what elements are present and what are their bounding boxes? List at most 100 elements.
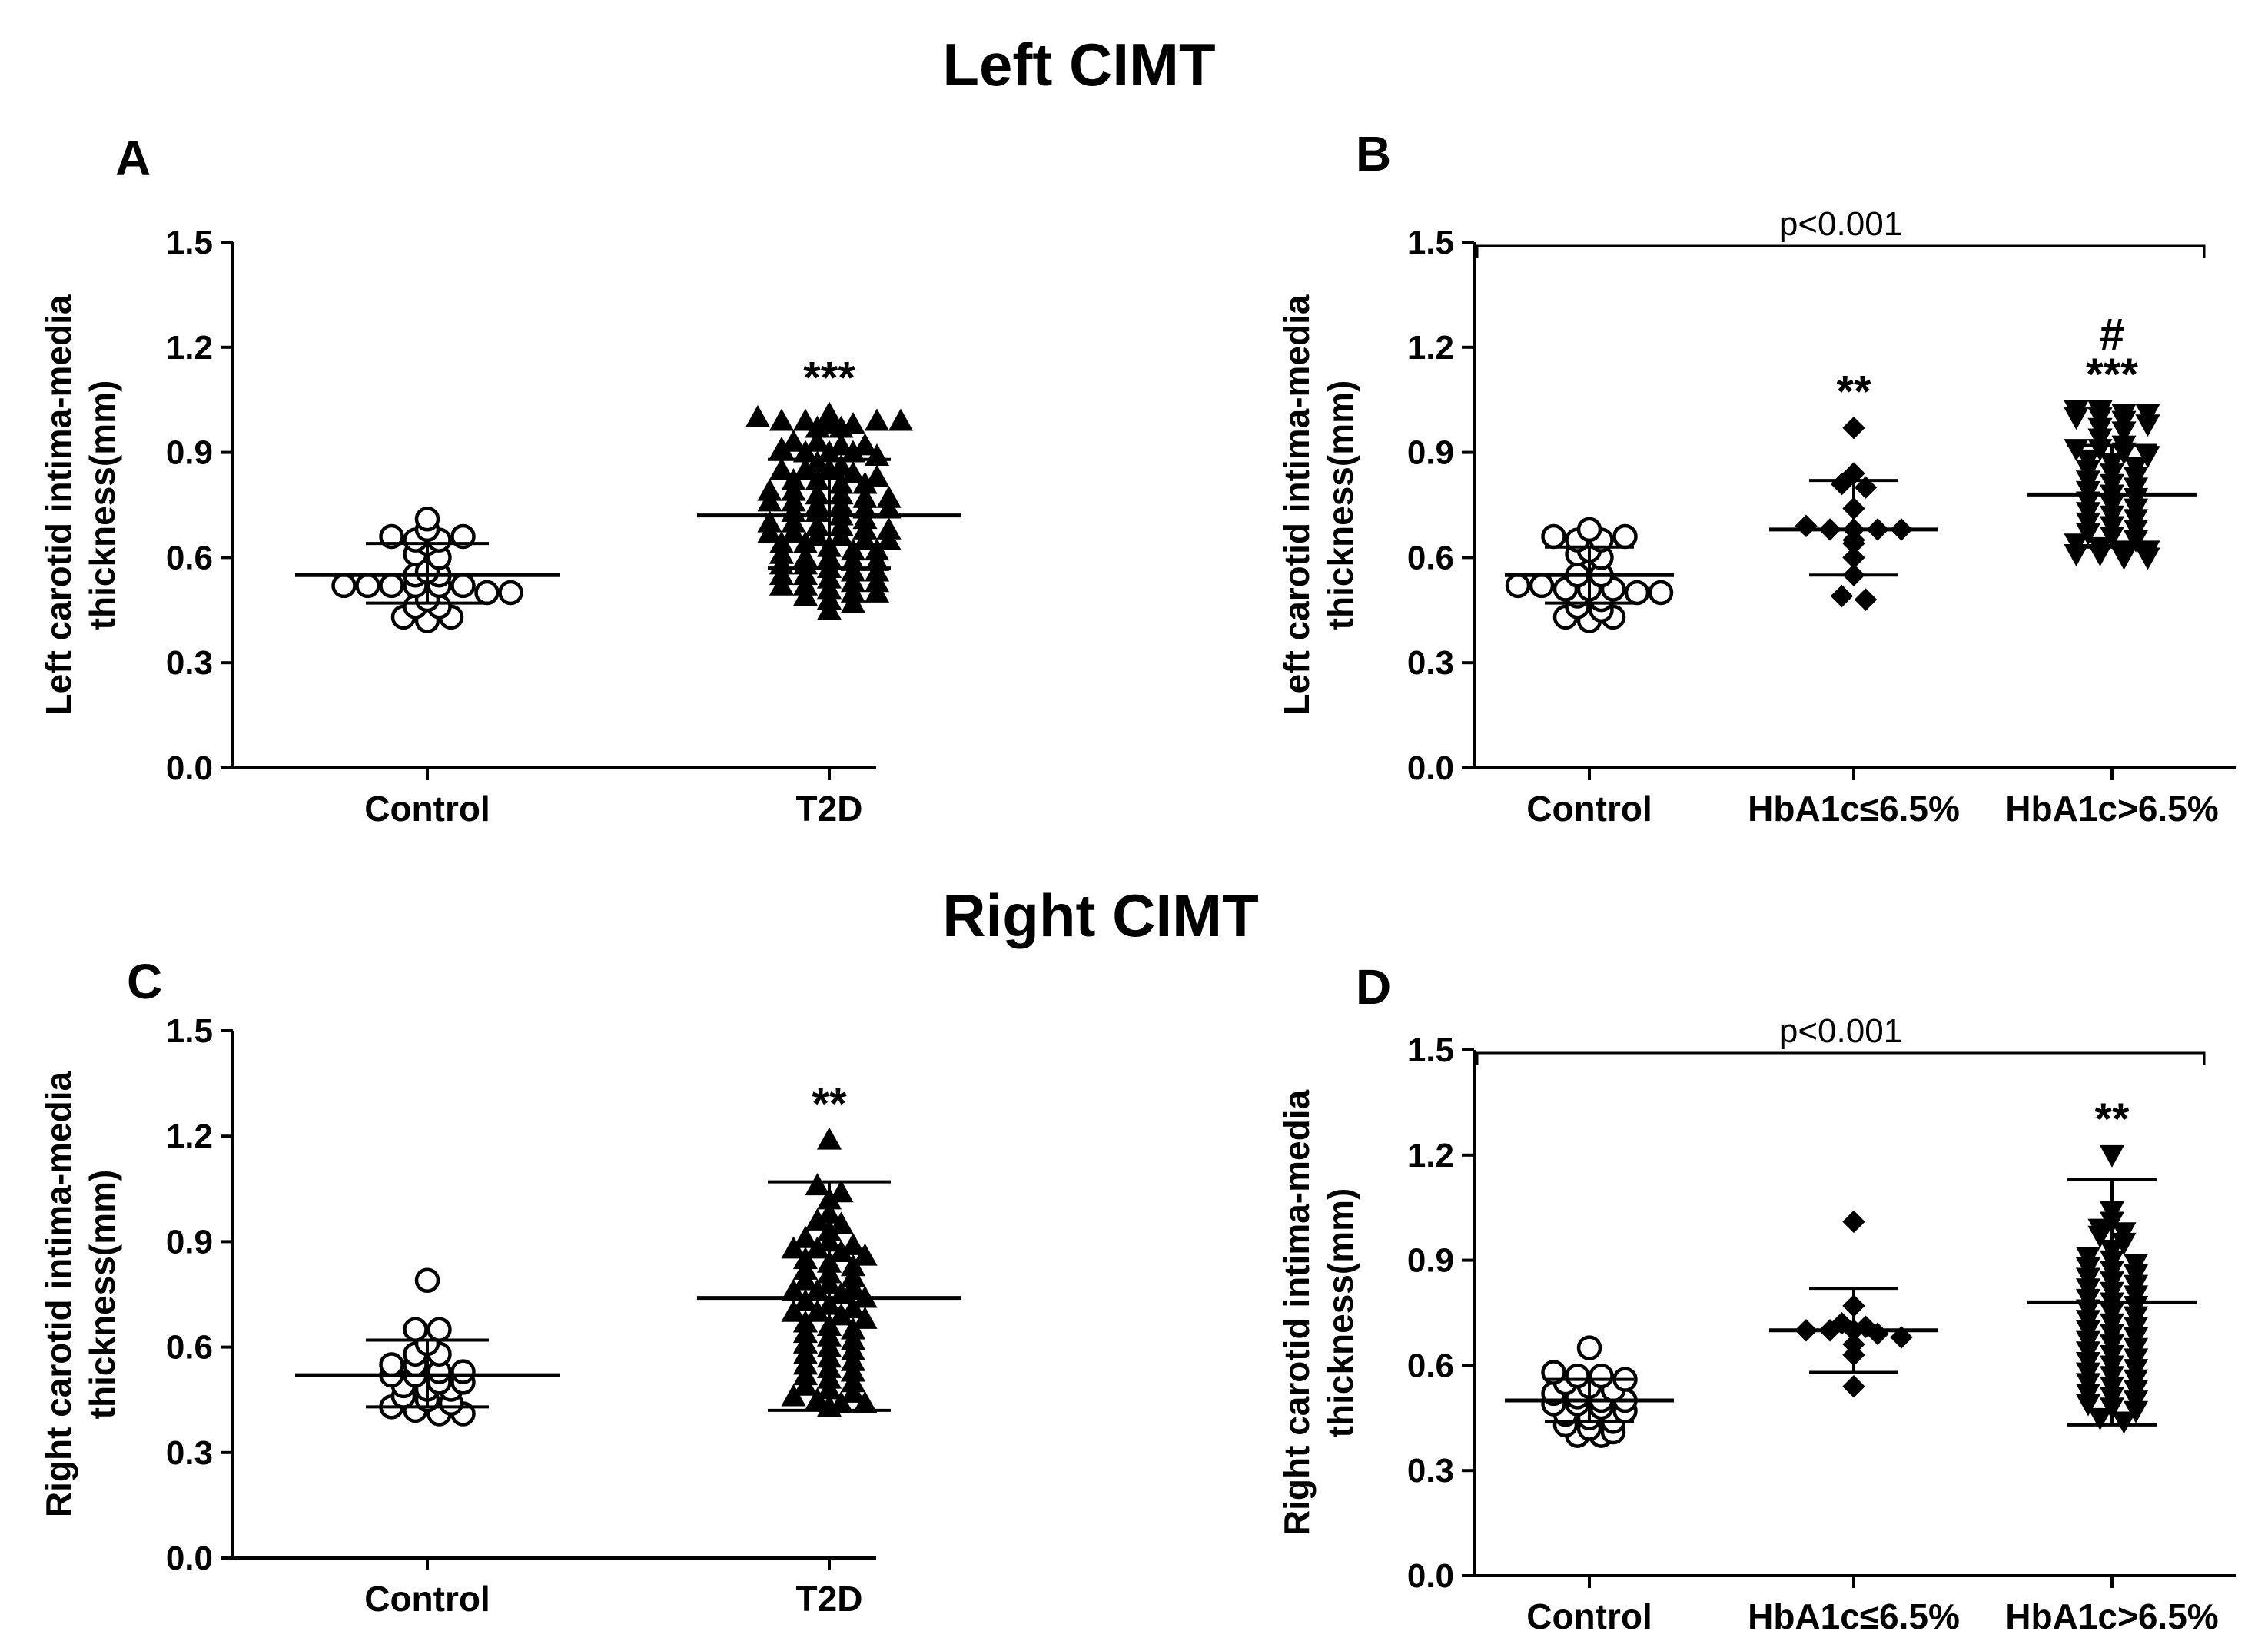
y-tick-label: 0.3 [1407, 1452, 1454, 1490]
data-point [876, 517, 902, 540]
data-point [1624, 580, 1650, 606]
data-point [769, 436, 795, 459]
x-category-label-control: Control [364, 1579, 490, 1619]
data-point [864, 408, 890, 431]
y-tick-label: 0.9 [166, 434, 213, 472]
data-point [1795, 514, 1818, 538]
y-tick-label: 0.9 [1407, 434, 1454, 472]
data-point [781, 429, 806, 452]
data-point [2111, 404, 2137, 427]
data-point [2135, 446, 2160, 469]
data-point [805, 513, 830, 536]
data-point [450, 573, 476, 599]
panel-d: D 0.0 0.3 0.6 0.9 1.2 1.5 Right carotid intima-… [1277, 959, 2236, 1636]
y-tick-label: 0.0 [1407, 1557, 1454, 1595]
data-point [1576, 517, 1602, 543]
group-hba1cle6-5 [1769, 1210, 1938, 1398]
data-point [840, 412, 866, 434]
data-point [1842, 462, 1865, 485]
x-category-label-control: Control [364, 789, 490, 829]
data-point [1866, 1322, 1889, 1346]
data-point [792, 457, 819, 480]
group-hba1cgt6-5 [2027, 400, 2197, 570]
data-point [498, 580, 523, 606]
data-point [1505, 573, 1531, 599]
data-point [888, 408, 914, 431]
data-point [2111, 1411, 2137, 1434]
data-point [2064, 533, 2089, 556]
data-point [864, 464, 890, 487]
data-point [745, 404, 771, 427]
significance-marker: # [2100, 310, 2124, 360]
data-point [805, 429, 830, 452]
y-tick-label: 0.6 [1407, 539, 1454, 576]
significance-bracket [1476, 244, 2206, 258]
data-point [1830, 1311, 1854, 1335]
section-title-right-cimt: Right CIMT [942, 882, 1259, 949]
data-point [840, 1232, 866, 1255]
data-point [852, 485, 878, 508]
y-tick-label: 0.0 [166, 1540, 213, 1577]
data-point [2075, 449, 2101, 472]
panel-b: B 0.0 0.3 0.6 0.9 1.2 1.5 Left carotid intima-m… [1277, 126, 2236, 829]
data-point [1612, 523, 1638, 550]
data-point [840, 460, 866, 483]
data-point [1576, 1335, 1602, 1360]
y-tick-label: 0.9 [166, 1223, 213, 1261]
data-point [1589, 1363, 1614, 1389]
data-point [1854, 588, 1878, 611]
y-axis-label-line2: thickness(mm) [82, 1170, 122, 1420]
y-tick-label: 1.2 [166, 1118, 213, 1155]
data-point [1541, 523, 1566, 550]
data-point [1890, 1326, 1913, 1349]
y-axis-label-line2: thickness(mm) [1320, 1188, 1360, 1438]
data-point [450, 523, 476, 550]
data-point [379, 1352, 404, 1377]
data-point [403, 1317, 428, 1342]
data-point [757, 478, 782, 501]
y-tick-label: 0.6 [166, 539, 213, 576]
data-point [379, 523, 404, 550]
y-axis-label-line2: thickness(mm) [1320, 380, 1360, 630]
data-point [2111, 1222, 2137, 1245]
panel-letter: D [1356, 959, 1391, 1015]
y-tick-label: 1.2 [1407, 329, 1454, 367]
data-point [769, 457, 795, 480]
data-point [414, 506, 440, 532]
panel-letter: C [127, 954, 162, 1009]
data-point [1842, 416, 1865, 440]
y-axis-label-line2: thickness(mm) [82, 380, 122, 630]
data-point [450, 1359, 476, 1384]
data-point [1830, 472, 1854, 496]
group-hba1cgt6-5 [2027, 1144, 2197, 1434]
data-point [2123, 456, 2149, 479]
data-point [792, 408, 819, 431]
y-axis-label-line1: Left carotid intima-media [1277, 294, 1317, 715]
section-title-left-cimt: Left CIMT [942, 31, 1215, 98]
y-tick-label: 0.9 [1407, 1242, 1454, 1280]
x-category-label-t2d: T2D [796, 789, 863, 829]
data-point [1854, 476, 1878, 499]
y-axis-label-line1: Right carotid intima-media [1277, 1090, 1317, 1536]
data-point [2087, 1218, 2113, 1241]
data-point [2135, 404, 2160, 427]
significance-marker: ** [2094, 1095, 2130, 1144]
data-point [2087, 400, 2113, 423]
data-point [414, 1267, 440, 1293]
data-point [355, 573, 380, 599]
data-point [331, 573, 357, 599]
data-point [1565, 1363, 1590, 1389]
y-tick-label: 0.0 [166, 749, 213, 787]
y-tick-label: 1.5 [1407, 224, 1454, 261]
panel-a: A 0.0 0.3 0.6 0.9 1.2 1.5 Left carotid intima-m… [38, 131, 961, 829]
data-point [1830, 584, 1854, 608]
data-point [1648, 580, 1674, 606]
y-tick-label: 1.5 [1407, 1031, 1454, 1069]
group-t2d [697, 401, 961, 620]
data-point [2123, 1254, 2149, 1277]
data-point [769, 408, 795, 431]
y-tick-label: 0.6 [166, 1329, 213, 1367]
data-point [1842, 1375, 1865, 1398]
y-tick-label: 0.6 [1407, 1347, 1454, 1384]
data-point [829, 1180, 854, 1203]
